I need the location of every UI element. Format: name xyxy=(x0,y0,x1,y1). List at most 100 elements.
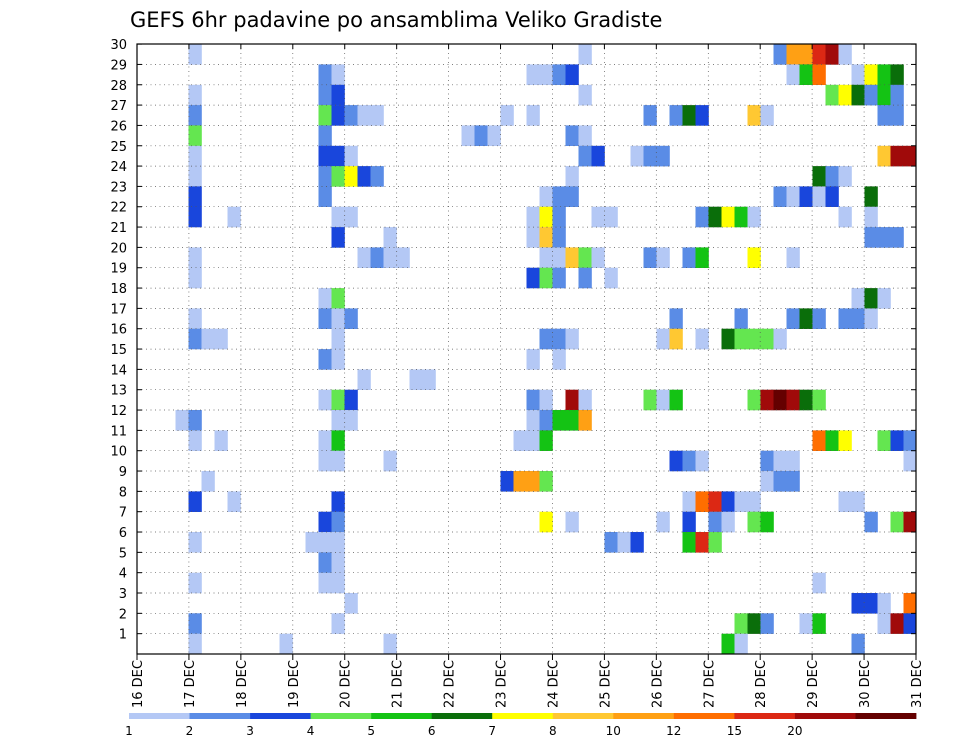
heatmap-cell xyxy=(890,430,904,451)
heatmap-cell xyxy=(812,613,826,634)
heatmap-cell xyxy=(526,471,540,492)
heatmap-cell xyxy=(526,64,540,85)
heatmap-cell xyxy=(786,44,800,65)
heatmap-cell xyxy=(721,206,735,228)
heatmap-cell xyxy=(188,166,202,187)
heatmap-cell xyxy=(877,613,891,634)
heatmap-cell xyxy=(383,247,397,268)
heatmap-cell xyxy=(864,288,878,309)
heatmap-cell xyxy=(903,145,917,167)
heatmap-cell xyxy=(331,410,345,431)
heatmap-cell xyxy=(513,430,527,451)
heatmap-cell xyxy=(188,145,202,167)
y-tick-label: 15 xyxy=(110,343,127,358)
y-tick-label: 23 xyxy=(110,180,127,195)
y-tick-label: 26 xyxy=(110,119,127,134)
heatmap-cell xyxy=(695,532,709,553)
heatmap-cell xyxy=(305,532,319,553)
heatmap-cell xyxy=(513,471,527,492)
y-tick-label: 18 xyxy=(110,282,127,297)
y-tick-label: 16 xyxy=(110,323,127,338)
heatmap-cell xyxy=(747,328,761,350)
heatmap-cell xyxy=(552,186,566,207)
heatmap-cell xyxy=(370,166,384,187)
heatmap-cell xyxy=(331,613,345,634)
heatmap-cell xyxy=(903,511,917,533)
heatmap-cell xyxy=(643,105,657,126)
heatmap-cell xyxy=(331,288,345,309)
x-tick-label: 20 DEC xyxy=(339,660,354,708)
heatmap-cell xyxy=(188,247,202,268)
heatmap-cell xyxy=(318,288,332,309)
heatmap-cell xyxy=(877,430,891,451)
heatmap-cell xyxy=(825,84,839,106)
y-tick-label: 14 xyxy=(110,363,127,378)
heatmap-cell xyxy=(526,410,540,431)
heatmap-cell xyxy=(786,247,800,268)
heatmap-cell xyxy=(539,64,553,85)
heatmap-cell xyxy=(747,491,761,512)
heatmap-cell xyxy=(318,572,332,594)
heatmap-cell xyxy=(552,64,566,85)
heatmap-cell xyxy=(318,349,332,370)
x-tick-label: 17 DEC xyxy=(183,660,198,708)
heatmap-cell xyxy=(669,105,683,126)
heatmap-cell xyxy=(760,328,774,350)
heatmap-cell xyxy=(526,206,540,228)
y-tick-label: 6 xyxy=(119,526,127,541)
heatmap-cell xyxy=(214,328,228,350)
heatmap-cell xyxy=(734,206,748,228)
heatmap-cell xyxy=(695,105,709,126)
legend-swatch xyxy=(129,713,190,719)
y-tick-label: 19 xyxy=(110,262,127,277)
heatmap-cell xyxy=(812,64,826,85)
heatmap-cell xyxy=(786,389,800,411)
x-tick-label: 31 DEC xyxy=(910,660,925,708)
heatmap-cell xyxy=(578,389,592,411)
heatmap-cell xyxy=(890,511,904,533)
heatmap-cell xyxy=(344,145,358,167)
heatmap-cell xyxy=(318,308,332,329)
legend-swatch xyxy=(492,713,554,719)
heatmap-cell xyxy=(331,308,345,329)
heatmap-cell xyxy=(526,430,540,451)
heatmap-cell xyxy=(318,166,332,187)
legend-swatch xyxy=(371,713,433,719)
x-tick-label: 27 DEC xyxy=(702,660,717,708)
heatmap-cell xyxy=(812,308,826,329)
heatmap-cell xyxy=(279,633,293,655)
y-tick-label: 22 xyxy=(110,201,127,216)
heatmap-cell xyxy=(734,613,748,634)
legend-swatch xyxy=(673,713,735,719)
heatmap-cell xyxy=(747,389,761,411)
heatmap-cell xyxy=(344,389,358,411)
heatmap-cell xyxy=(331,430,345,451)
y-tick-label: 7 xyxy=(119,506,127,521)
heatmap-cell xyxy=(604,267,618,289)
legend-label: 7 xyxy=(488,724,496,738)
heatmap-cell xyxy=(656,328,670,350)
heatmap-cell xyxy=(565,328,579,350)
x-tick-label: 24 DEC xyxy=(546,660,561,708)
heatmap-cell xyxy=(643,389,657,411)
heatmap-cell xyxy=(695,491,709,512)
heatmap-cell xyxy=(851,633,865,655)
heatmap-cell xyxy=(565,166,579,187)
heatmap-cell xyxy=(656,389,670,411)
heatmap-cell xyxy=(708,532,722,553)
heatmap-cell xyxy=(760,389,774,411)
heatmap-cell xyxy=(864,64,878,85)
heatmap-cell xyxy=(539,430,553,451)
heatmap-cell xyxy=(812,44,826,65)
y-tick-label: 3 xyxy=(119,587,127,602)
y-tick-label: 8 xyxy=(119,485,127,500)
y-tick-label: 9 xyxy=(119,465,127,480)
heatmap-cell xyxy=(552,206,566,228)
heatmap-cell xyxy=(370,247,384,268)
x-tick-label: 22 DEC xyxy=(443,660,458,708)
heatmap-cell xyxy=(656,511,670,533)
legend-label: 2 xyxy=(186,724,194,738)
legend-label: 15 xyxy=(727,724,742,738)
x-tick-label: 28 DEC xyxy=(754,660,769,708)
heatmap-cell xyxy=(331,491,345,512)
